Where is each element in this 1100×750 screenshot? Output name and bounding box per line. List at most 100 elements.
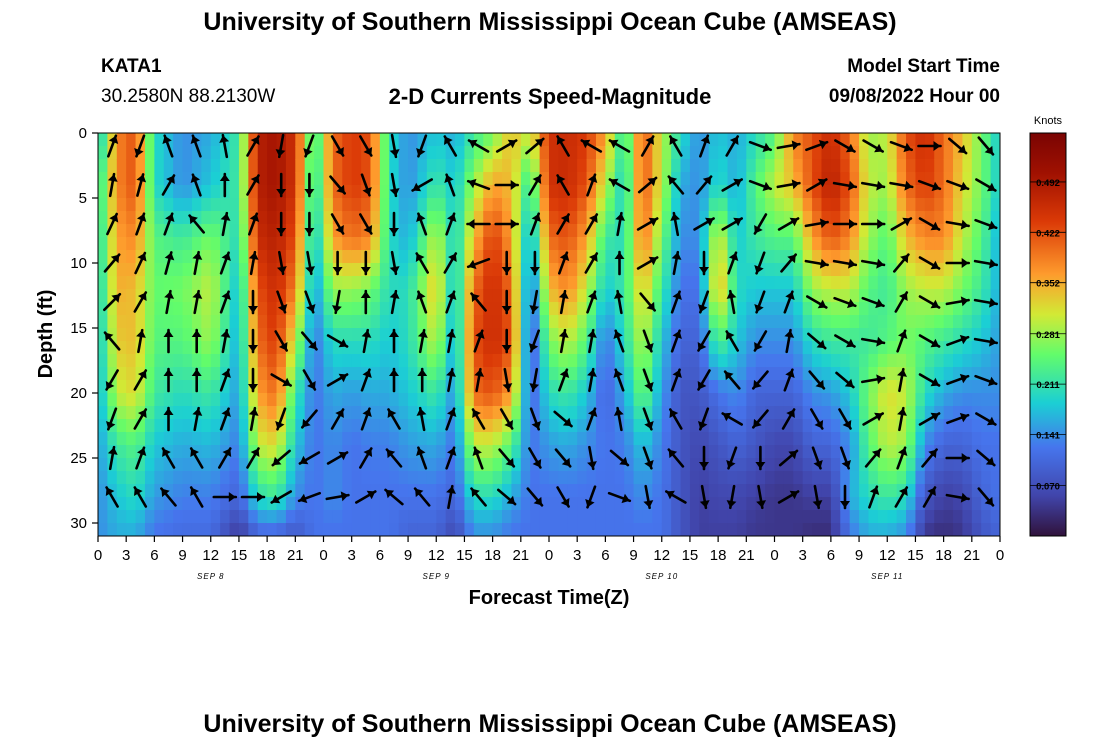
current-vector <box>642 329 654 353</box>
heatmap-cell <box>445 263 456 277</box>
heatmap-cell <box>351 393 362 407</box>
heatmap-cell <box>455 406 466 420</box>
heatmap-cell <box>154 354 165 368</box>
heatmap-cell <box>802 419 813 433</box>
heatmap-cell <box>953 367 964 381</box>
heatmap-cell <box>182 263 193 277</box>
heatmap-cell <box>539 367 550 381</box>
heatmap-cell <box>126 484 137 498</box>
heatmap-cell <box>605 250 616 264</box>
heatmap-cell <box>191 237 202 251</box>
current-vector <box>868 485 880 509</box>
heatmap-cell <box>924 432 935 446</box>
current-vector <box>613 289 624 315</box>
heatmap-cell <box>708 497 719 511</box>
heatmap-cell <box>783 354 794 368</box>
heatmap-cell <box>351 484 362 498</box>
x-tick-label: 12 <box>879 547 896 564</box>
current-vector <box>326 334 349 348</box>
heatmap-cell <box>210 328 221 342</box>
heatmap-cell <box>530 146 541 160</box>
heatmap-cell <box>98 380 108 394</box>
footer-title: University of Southern Mississippi Ocean… <box>203 710 897 738</box>
heatmap-cell <box>680 354 691 368</box>
heatmap-cell <box>624 237 635 251</box>
heatmap-cell <box>379 341 390 355</box>
heatmap-cell <box>511 237 522 251</box>
heatmap-cell <box>248 497 259 511</box>
heatmap-cell <box>323 510 334 524</box>
heatmap-cell <box>464 276 475 290</box>
heatmap-cell <box>577 380 588 394</box>
current-vector <box>529 289 540 315</box>
heatmap-cell <box>896 393 907 407</box>
heatmap-cell <box>727 510 738 524</box>
heatmap-cell <box>896 302 907 316</box>
heatmap-cell <box>257 510 268 524</box>
heatmap-cell <box>238 484 249 498</box>
heatmap-cell <box>455 484 466 498</box>
heatmap-cell <box>577 445 588 459</box>
current-vector <box>726 484 737 510</box>
heatmap-cell <box>238 211 249 225</box>
heatmap-cell <box>718 380 729 394</box>
heatmap-cell <box>793 198 804 212</box>
heatmap-cell <box>398 172 409 186</box>
heatmap-cell <box>323 406 334 420</box>
heatmap-cell <box>915 276 926 290</box>
heatmap-cell <box>877 380 888 394</box>
heatmap-cell <box>906 523 917 536</box>
heatmap-cell <box>332 393 343 407</box>
heatmap-cell <box>680 185 691 199</box>
heatmap-cell <box>934 471 945 485</box>
current-vector <box>302 369 317 391</box>
heatmap-cell <box>370 445 381 459</box>
heatmap-cell <box>633 315 644 329</box>
heatmap-cell <box>98 237 108 251</box>
heatmap-cell <box>445 276 456 290</box>
heatmap-cell <box>859 276 870 290</box>
heatmap-cell <box>154 172 165 186</box>
heatmap-cell <box>652 523 663 536</box>
heatmap-cell <box>689 458 700 472</box>
heatmap-cell <box>323 302 334 316</box>
heatmap-cell <box>915 146 926 160</box>
current-vector <box>832 258 858 269</box>
current-vector <box>778 449 799 467</box>
heatmap-cell <box>943 328 954 342</box>
x-tick-label: 15 <box>456 547 473 564</box>
heatmap-cell <box>971 458 982 472</box>
heatmap-cell <box>614 146 625 160</box>
colorbar-tick-label: 0.070 <box>1036 482 1060 493</box>
heatmap-cell <box>868 237 879 251</box>
heatmap-cell <box>783 185 794 199</box>
heatmap-cell <box>981 458 992 472</box>
heatmap-cell <box>868 510 879 524</box>
heatmap-cell <box>708 172 719 186</box>
heatmap-cell <box>689 419 700 433</box>
heatmap-cell <box>229 289 240 303</box>
heatmap-cell <box>624 393 635 407</box>
heatmap-cell <box>295 224 306 238</box>
heatmap-cell <box>389 250 400 264</box>
heatmap-cell <box>154 224 165 238</box>
heatmap-cell <box>633 211 644 225</box>
current-vector <box>918 334 941 348</box>
heatmap-cell <box>351 224 362 238</box>
heatmap-cell <box>887 198 898 212</box>
heatmap-cell <box>718 432 729 446</box>
current-vector <box>556 174 570 196</box>
heatmap-cell <box>135 224 146 238</box>
heatmap-cell <box>567 224 578 238</box>
heatmap-cell <box>793 341 804 355</box>
heatmap-cell <box>267 523 278 536</box>
heatmap-cell <box>558 471 569 485</box>
heatmap-cell <box>126 185 137 199</box>
heatmap-cell <box>821 276 832 290</box>
heatmap-cell <box>906 393 917 407</box>
heatmap-cell <box>473 159 484 173</box>
heatmap-cell <box>154 133 165 147</box>
heatmap-cell <box>558 354 569 368</box>
heatmap-cell <box>887 237 898 251</box>
heatmap-cell <box>332 276 343 290</box>
